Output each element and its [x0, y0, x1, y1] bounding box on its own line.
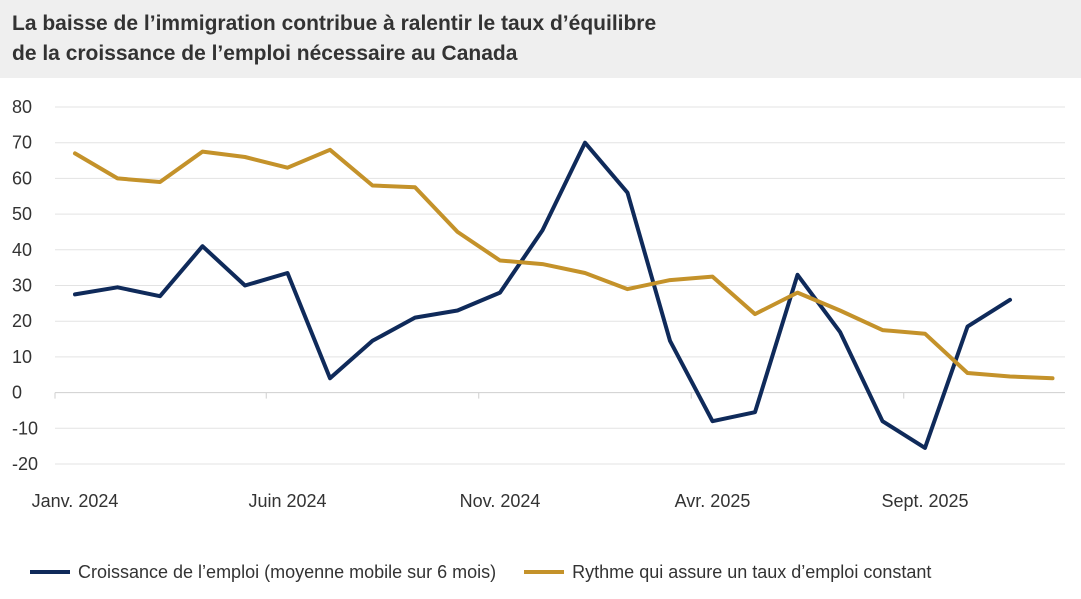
y-axis-tick-labels: 80 70 60 50 40 30 20 10 0 -10 -20 [12, 97, 38, 474]
x-tick-label: Juin 2024 [248, 491, 326, 511]
x-axis-tick-labels: Janv. 2024 Juin 2024 Nov. 2024 Avr. 2025 Sep… [32, 491, 969, 511]
legend-label-employment-growth: Croissance de l’emploi (moyenne mobile s… [78, 561, 497, 582]
y-tick-label: 30 [12, 276, 32, 296]
y-tick-label: 0 [12, 383, 22, 403]
y-tick-label: -20 [12, 454, 38, 474]
series-line-employment-growth [73, 140, 1012, 450]
legend-item-constant-rate: Rythme qui assure un taux d’emploi const… [524, 562, 931, 583]
chart-title-line-1: La baisse de l’immigration contribue à r… [12, 12, 657, 35]
y-tick-label: 40 [12, 240, 32, 260]
x-tick-label: Sept. 2025 [881, 491, 968, 511]
series-line-constant-rate [73, 147, 1055, 381]
y-tick-label: 60 [12, 168, 32, 188]
legend-item-employment-growth: Croissance de l’emploi (moyenne mobile s… [30, 562, 496, 583]
y-tick-label: 80 [12, 97, 32, 117]
x-tick-label: Avr. 2025 [675, 491, 751, 511]
legend-swatch-constant-rate [524, 570, 565, 574]
legend-label-constant-rate: Rythme qui assure un taux d’emploi const… [572, 561, 932, 582]
legend: Croissance de l’emploi (moyenne mobile s… [30, 560, 959, 584]
chart-title-line-2: de la croissance de l’emploi nécessaire … [12, 42, 518, 65]
series-lines [73, 140, 1055, 450]
legend-swatch-employment-growth [30, 570, 70, 574]
x-axis [54, 392, 1065, 399]
x-tick-label: Nov. 2024 [460, 491, 541, 511]
y-tick-label: 50 [12, 204, 32, 224]
y-tick-label: 20 [12, 311, 32, 331]
title-bar: La baisse de l’immigration contribue à r… [0, 0, 1081, 78]
gridlines [55, 106, 1065, 465]
x-tick-label: Janv. 2024 [32, 491, 119, 511]
line-chart: 80 70 60 50 40 30 20 10 0 -10 -20 Janv. 2024 Juin 2… [12, 97, 1065, 511]
y-tick-label: -10 [12, 418, 38, 438]
y-tick-label: 70 [12, 133, 32, 153]
y-tick-label: 10 [12, 347, 32, 367]
